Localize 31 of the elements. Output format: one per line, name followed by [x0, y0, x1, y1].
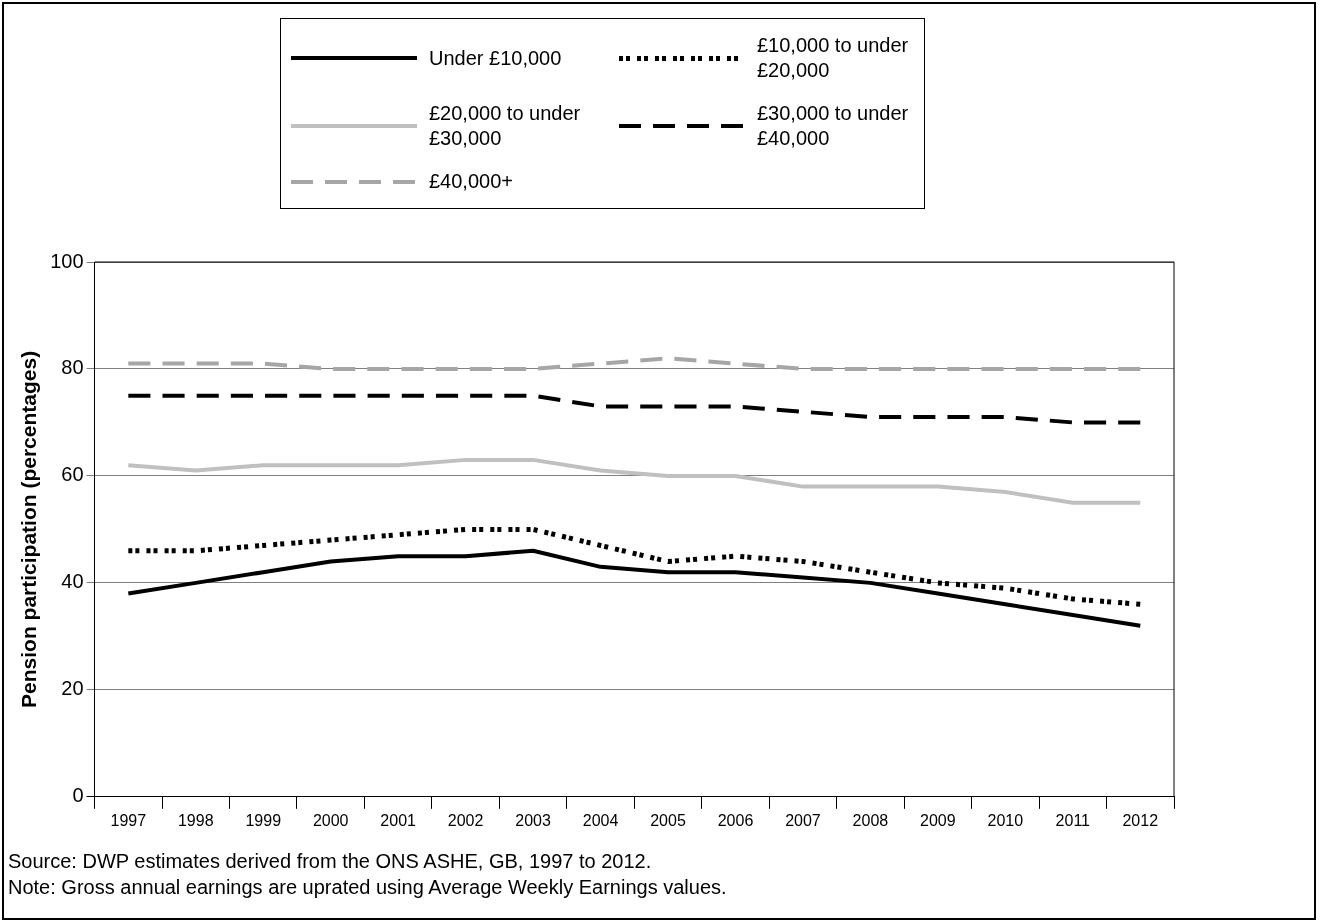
x-tick-label: 1999: [245, 811, 282, 829]
legend-label: £30,000 to under £40,000: [757, 101, 910, 151]
y-axis-title: Pension participation (percentages): [17, 350, 41, 708]
x-tick-label: 1998: [177, 811, 214, 829]
legend-label: £10,000 to under £20,000: [757, 33, 910, 83]
y-tick-label: 80: [61, 356, 84, 379]
x-tick-label: 2005: [650, 811, 686, 829]
x-tick-label: 1997: [110, 811, 147, 829]
x-tick-label: 2004: [582, 811, 619, 829]
text: Note: Gross annual earnings are uprated using Average Weekly Earnings values.: [8, 875, 727, 900]
x-tick-label: 2010: [987, 811, 1024, 829]
legend-label: Under £10,000: [429, 45, 563, 71]
y-tick-label: 20: [61, 677, 84, 700]
source-note: Source: DWP estimates derived from the ONS ASHE, GB, 1997 to 2012.: [8, 849, 653, 874]
x-tick-label: 2008: [852, 811, 889, 829]
x-tick-label: 2009: [920, 811, 956, 829]
x-tick-label: 2002: [447, 811, 484, 829]
y-tick-label: 40: [61, 570, 84, 593]
line-series: [126, 393, 1143, 425]
x-tick-label: 2011: [1055, 811, 1091, 829]
y-tick-label: 60: [61, 463, 84, 486]
y-tick-label: 100: [50, 249, 84, 272]
legend-label: £20,000 to under £30,000: [429, 101, 582, 151]
x-tick-label: 2006: [717, 811, 754, 829]
x-tick-label: 2001: [380, 811, 417, 829]
x-tick-label: 2003: [515, 811, 551, 829]
x-tick-label: 2012: [1122, 811, 1159, 829]
x-tick-label: 2007: [785, 811, 821, 829]
x-tick-label: 2000: [312, 811, 349, 829]
y-tick-label: 0: [72, 784, 84, 807]
legend-label: £40,000+: [429, 169, 514, 194]
